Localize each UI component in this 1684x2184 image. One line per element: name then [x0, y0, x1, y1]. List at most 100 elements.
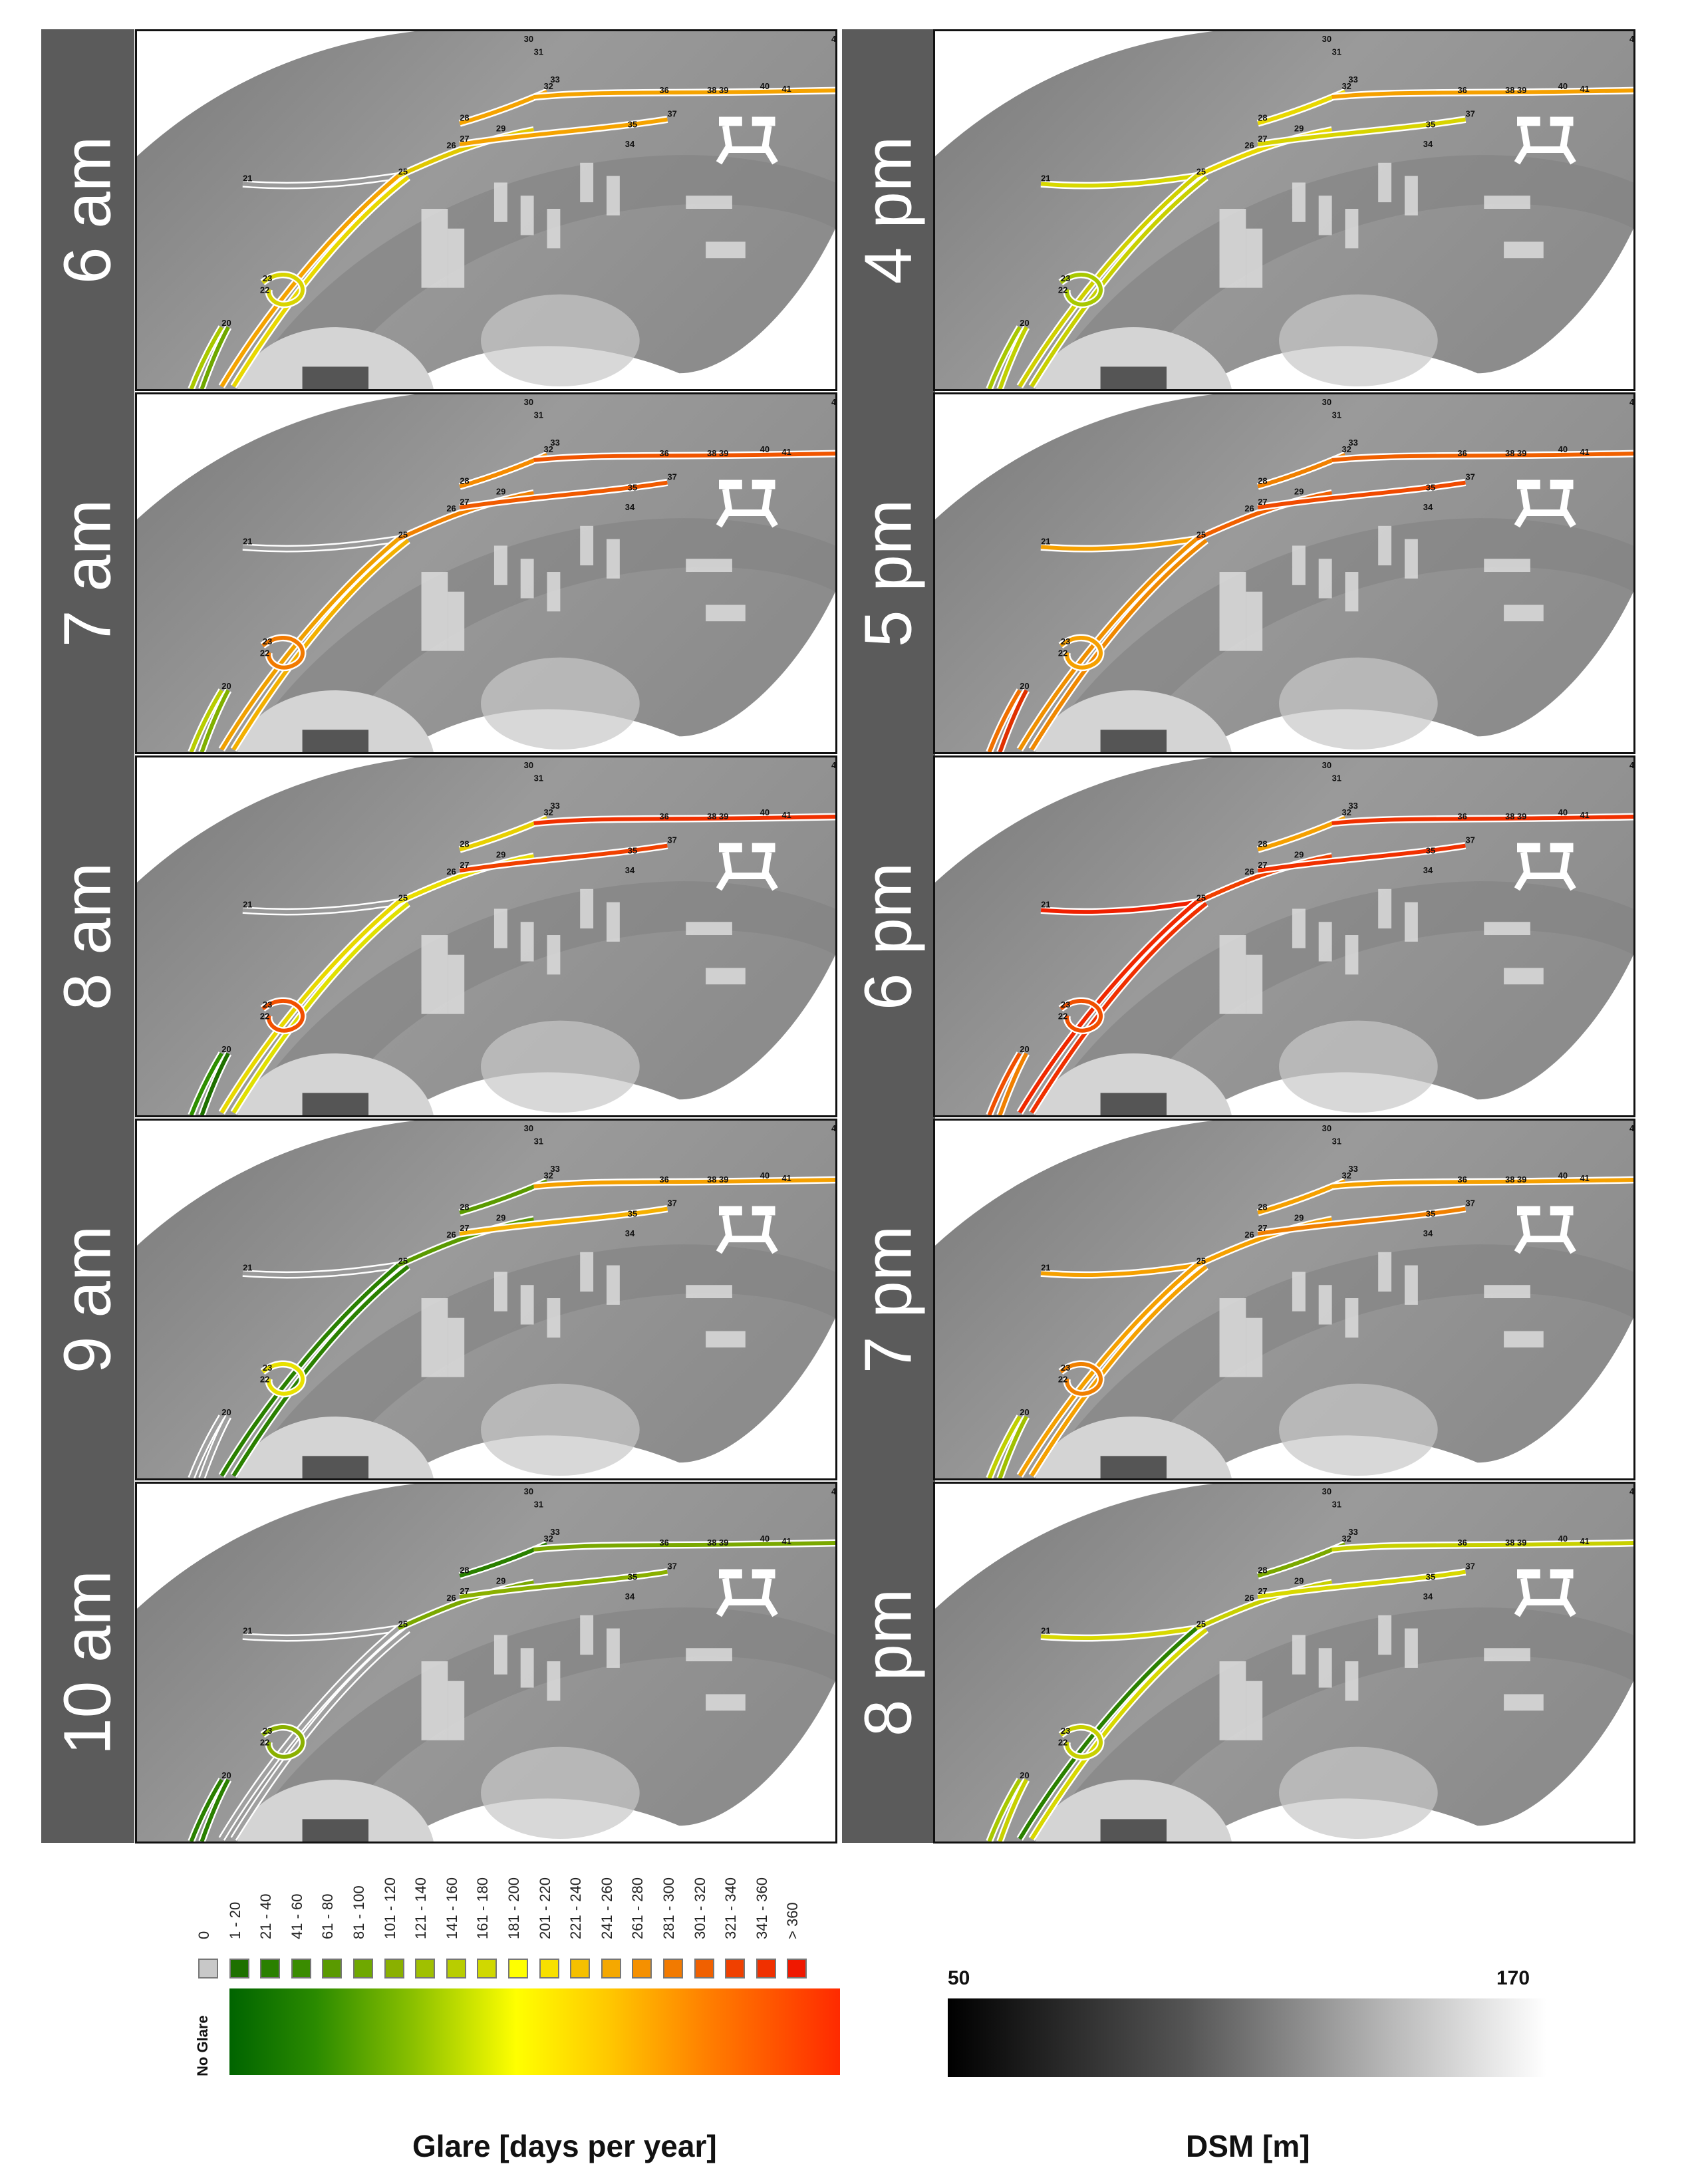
building	[706, 241, 746, 259]
node-label-28: 28	[1258, 1566, 1267, 1575]
building	[606, 902, 620, 942]
time-label: 7 am	[50, 499, 125, 648]
road-segment-h	[189, 326, 223, 389]
dsm-caption: DSM [m]	[1186, 2129, 1310, 2163]
node-label-35: 35	[1426, 119, 1435, 129]
building	[1504, 1694, 1544, 1711]
node-label-23: 23	[1061, 1726, 1070, 1736]
node-label-42: 42	[1629, 34, 1633, 44]
node-label-41: 41	[781, 1173, 791, 1183]
node-label-34: 34	[625, 502, 635, 512]
building	[1219, 935, 1246, 1014]
node-label-35: 35	[1426, 845, 1435, 855]
node-label-35: 35	[628, 482, 637, 492]
building	[1484, 559, 1530, 573]
legend-swatch	[632, 1959, 652, 1979]
building	[752, 1206, 775, 1216]
road-segment-f	[219, 1627, 400, 1840]
building	[752, 116, 775, 126]
building	[1514, 488, 1576, 528]
building	[493, 182, 507, 222]
legend-swatch	[601, 1959, 621, 1979]
building	[716, 1577, 778, 1617]
node-label-36: 36	[660, 85, 669, 95]
building	[1318, 196, 1332, 235]
node-label-36: 36	[660, 448, 669, 458]
node-label-35: 35	[1426, 1571, 1435, 1581]
building	[752, 479, 775, 489]
road-segment-h	[987, 1415, 1022, 1478]
node-label-42: 42	[831, 1123, 835, 1133]
building	[1504, 1331, 1544, 1348]
node-label-40: 40	[760, 1170, 770, 1180]
building	[1484, 1648, 1530, 1662]
node-label-41: 41	[781, 447, 791, 457]
stadium-field	[1100, 730, 1167, 752]
node-label-31: 31	[534, 47, 543, 57]
legend-swatch	[570, 1959, 591, 1979]
road-segment-i	[200, 1415, 230, 1478]
road-segment-e	[459, 1206, 668, 1236]
node-label-22: 22	[260, 1012, 269, 1022]
legend-tick-label: 321 - 340	[722, 1877, 740, 1939]
bright-patch	[1279, 1746, 1438, 1840]
road-segment-c	[533, 815, 835, 825]
node-label-39: 39	[719, 1174, 728, 1184]
node-label-29: 29	[1294, 486, 1304, 496]
road-segment-e	[1257, 1206, 1466, 1236]
building	[580, 1615, 594, 1655]
building	[520, 1285, 534, 1325]
node-label-39: 39	[1517, 448, 1526, 458]
stadium-field	[302, 1456, 369, 1478]
node-label-22: 22	[260, 648, 269, 658]
building	[520, 196, 534, 235]
road-segment-f	[1018, 174, 1198, 388]
building	[706, 1694, 746, 1711]
building	[421, 572, 448, 651]
building	[1550, 843, 1574, 853]
road-segment-e	[1257, 480, 1466, 510]
building	[1219, 1298, 1246, 1377]
node-label-36: 36	[1458, 448, 1467, 458]
node-label-31: 31	[1332, 1137, 1341, 1147]
road-segment-g	[231, 1628, 410, 1840]
building	[421, 209, 448, 288]
building	[421, 1661, 448, 1740]
node-label-39: 39	[1517, 85, 1526, 95]
node-label-21: 21	[243, 174, 252, 184]
time-band-left	[41, 29, 134, 1843]
node-label-37: 37	[667, 109, 676, 119]
stadium	[1035, 1780, 1232, 1842]
node-label-35: 35	[1426, 482, 1435, 492]
time-label: 9 am	[50, 1225, 125, 1374]
node-label-23: 23	[1061, 1363, 1070, 1373]
legend-tick-label: 141 - 160	[443, 1877, 460, 1939]
node-label-31: 31	[1332, 410, 1341, 420]
node-label-42: 42	[831, 397, 835, 407]
node-label-31: 31	[1332, 47, 1341, 57]
building	[493, 908, 507, 948]
building	[1484, 196, 1530, 209]
building	[1318, 1285, 1332, 1325]
building	[686, 922, 732, 936]
node-label-29: 29	[496, 1575, 505, 1585]
building	[1517, 843, 1540, 853]
road-loop	[261, 1362, 305, 1396]
node-label-35: 35	[628, 119, 637, 129]
node-label-23: 23	[263, 273, 272, 283]
road-segment-i	[200, 1778, 230, 1842]
building	[686, 1648, 732, 1662]
node-label-26: 26	[1244, 140, 1254, 150]
road-segment-a	[242, 1626, 399, 1641]
node-label-28: 28	[460, 113, 469, 123]
node-label-22: 22	[1058, 285, 1067, 295]
legend-swatch	[198, 1959, 218, 1979]
stadium	[237, 1780, 434, 1842]
node-label-26: 26	[1244, 503, 1254, 513]
node-label-38: 38	[707, 1538, 716, 1548]
bright-patch	[481, 1020, 640, 1113]
node-label-23: 23	[1061, 1000, 1070, 1010]
